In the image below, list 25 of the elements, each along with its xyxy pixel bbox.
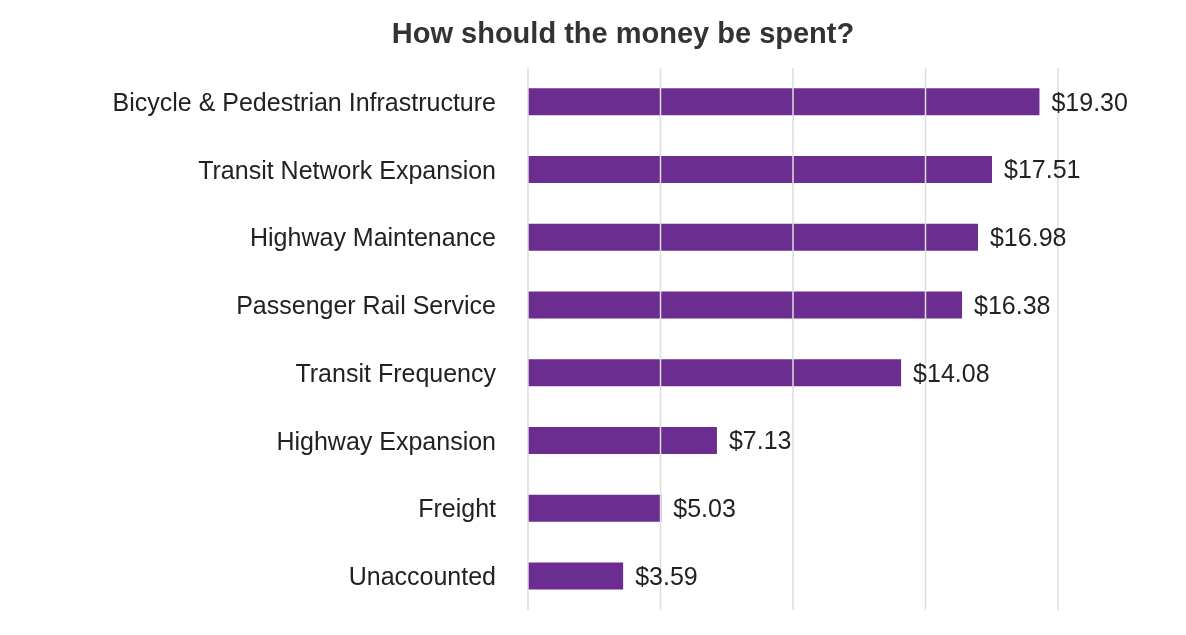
- y-tick-label: Highway Expansion: [276, 426, 496, 455]
- data-label: $14.08: [913, 358, 990, 387]
- bar: [528, 427, 717, 455]
- data-label: $3.59: [635, 561, 698, 590]
- y-tick-label: Transit Frequency: [295, 358, 497, 387]
- y-tick-label: Highway Maintenance: [250, 223, 496, 252]
- bar: [528, 291, 963, 319]
- bar: [528, 156, 993, 184]
- data-label: $16.38: [974, 290, 1051, 319]
- data-label: $17.51: [1004, 155, 1081, 184]
- y-tick-label: Bicycle & Pedestrian Infrastructure: [112, 87, 496, 116]
- y-tick-label: Unaccounted: [348, 562, 496, 590]
- data-label: $7.13: [728, 426, 792, 455]
- data-label: $19.30: [1051, 87, 1128, 116]
- bar: [528, 88, 1040, 116]
- bar: [528, 223, 978, 251]
- y-tick-label: Passenger Rail Service: [236, 291, 496, 319]
- data-label: $16.98: [989, 223, 1067, 252]
- data-label: $5.03: [673, 494, 736, 523]
- bar: [528, 359, 902, 387]
- y-tick-label: Freight: [418, 494, 497, 523]
- bar: [528, 562, 624, 590]
- chart-title: How should the money be spent?: [390, 16, 856, 51]
- bar: [528, 494, 662, 522]
- y-tick-label: Transit Network Expansion: [198, 155, 496, 184]
